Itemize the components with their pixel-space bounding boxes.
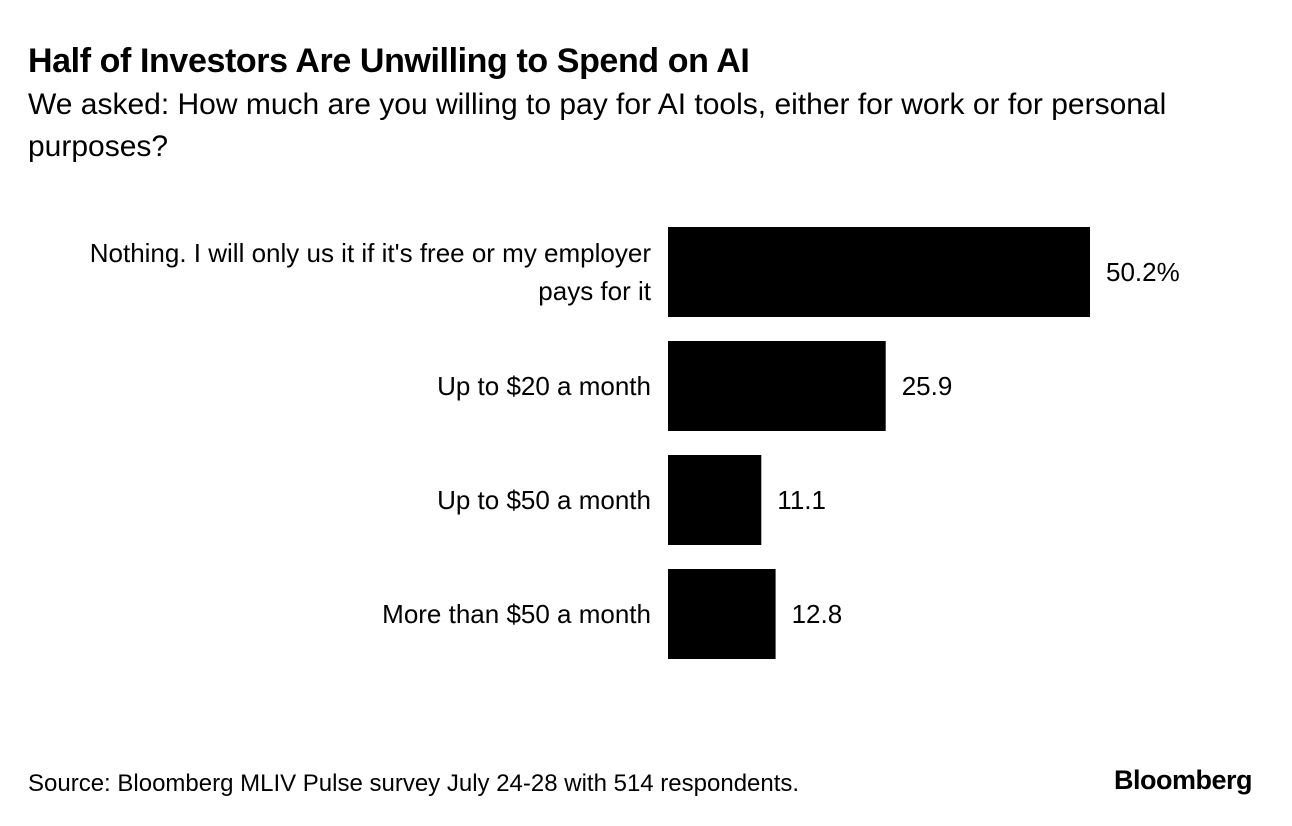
- bar-up-to-20-a-month: [668, 341, 886, 431]
- category-label-up-to-20-a-month: Up to $20 a month: [437, 371, 651, 401]
- source-note: Source: Bloomberg MLIV Pulse survey July…: [28, 770, 800, 797]
- category-label-nothing-i-will-only-us-it-if-it-s-free-o-line-1: Nothing. I will only us it if it's free …: [90, 238, 652, 268]
- value-label-up-to-20-a-month: 25.9: [902, 371, 953, 401]
- bloomberg-logo: Bloomberg: [1113, 765, 1253, 795]
- value-label-up-to-50-a-month: 11.1: [777, 485, 826, 515]
- bar-nothing-i-will-only-us-it-if-it-s-free-o: [668, 227, 1090, 317]
- chart-title: Half of Investors Are Unwilling to Spend…: [28, 42, 750, 80]
- value-label-nothing-i-will-only-us-it-if-it-s-free-o: 50.2%: [1106, 257, 1180, 287]
- value-label-more-than-50-a-month: 12.8: [792, 599, 843, 629]
- category-label-nothing-i-will-only-us-it-if-it-s-free-o-line-2: pays for it: [538, 276, 651, 306]
- bar-up-to-50-a-month: [668, 455, 762, 545]
- category-label-more-than-50-a-month: More than $50 a month: [382, 599, 651, 629]
- bar-more-than-50-a-month: [668, 569, 776, 659]
- bar-chart: Nothing. I will only us it if it's free …: [90, 227, 1180, 659]
- category-label-up-to-50-a-month: Up to $50 a month: [437, 485, 651, 515]
- chart-subtitle: We asked: How much are you willing to pa…: [28, 88, 1167, 163]
